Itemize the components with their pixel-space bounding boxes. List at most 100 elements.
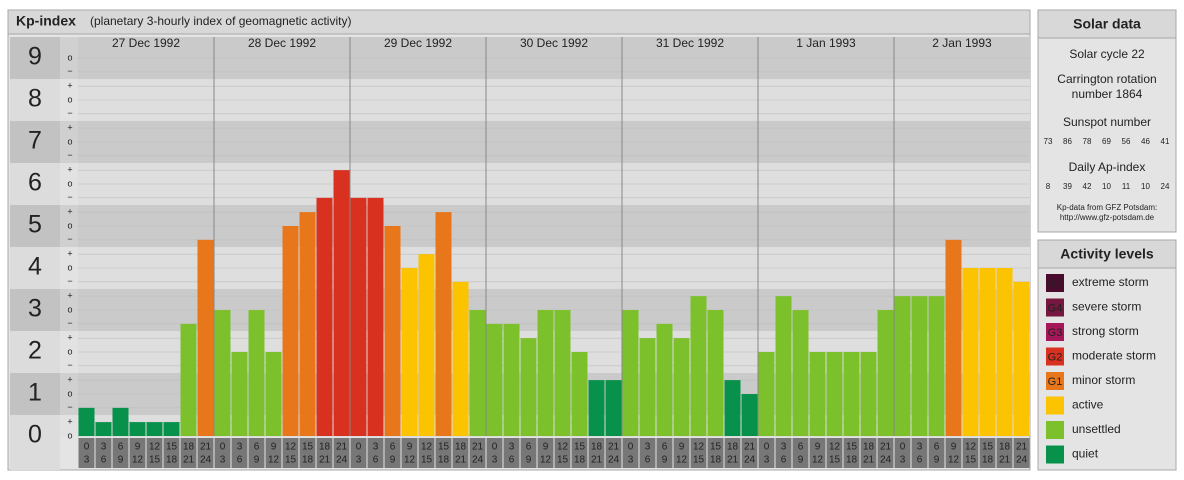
level-label: strong storm [1072,324,1139,338]
hour-box [95,438,112,468]
bar [95,422,112,436]
hour-label: 3 [764,455,770,466]
hour-box [707,438,724,468]
hour-box [894,438,911,468]
bar [877,310,894,436]
chart-title: Kp-index [16,13,76,29]
level-label: severe storm [1072,300,1141,314]
level-label: active [1072,398,1104,412]
bar [214,310,231,436]
minor-tick-label: o [67,220,72,230]
hour-label: 3 [373,442,379,453]
ap-value: 42 [1083,182,1092,191]
hour-box [231,438,248,468]
minor-tick-label: + [67,249,72,259]
carrington: Carrington rotation [1057,72,1156,86]
hour-label: 18 [846,455,858,466]
hour-label: 18 [982,455,994,466]
hour-label: 0 [84,442,90,453]
level-label: unsettled [1072,422,1121,436]
day-label: 29 Dec 1992 [384,36,452,50]
hour-box [928,438,945,468]
hour-box [996,438,1013,468]
bar [690,296,707,436]
hour-box [401,438,418,468]
bar [571,352,588,436]
hour-label: 9 [271,442,277,453]
bar [962,268,979,436]
hour-label: 9 [254,455,260,466]
level-swatch [1046,421,1064,439]
hour-label: 15 [693,455,705,466]
hour-box [673,438,690,468]
hour-box [690,438,707,468]
level-swatch [1046,372,1064,390]
hour-label: 21 [183,455,195,466]
bar [894,296,911,436]
hour-label: 21 [591,455,603,466]
bar [333,170,350,436]
hour-box [775,438,792,468]
chart-subtitle: (planetary 3-hourly index of geomagnetic… [90,14,351,28]
hour-label: 15 [166,442,178,453]
hour-box [486,438,503,468]
hour-box [78,438,95,468]
hour-label: 12 [149,442,161,453]
minor-band [60,205,78,247]
hour-label: 3 [917,442,923,453]
minor-band [60,415,78,436]
hour-box [741,438,758,468]
hour-label: 0 [764,442,770,453]
hour-label: 24 [880,455,892,466]
hour-label: 6 [101,455,107,466]
hour-label: 0 [220,442,226,453]
minor-tick-label: + [67,291,72,301]
bar [197,239,214,436]
hour-box [163,438,180,468]
hour-label: 18 [319,442,331,453]
hour-label: 9 [934,455,940,466]
bar [265,352,282,436]
day-label: 28 Dec 1992 [248,36,316,50]
hour-box [129,438,146,468]
sunspot-title: Sunspot number [1063,115,1151,129]
hour-label: 6 [118,442,124,453]
hour-label: 6 [917,455,923,466]
hour-box [605,438,622,468]
hour-box [418,438,435,468]
hour-label: 3 [84,455,90,466]
hour-label: 24 [744,455,756,466]
y-tick-label: 5 [28,211,42,239]
level-swatch [1046,323,1064,341]
hour-box [503,438,520,468]
hour-box [452,438,469,468]
hour-label: 3 [220,455,226,466]
day-label: 30 Dec 1992 [520,36,588,50]
bar [639,338,656,436]
minor-band [60,163,78,205]
bar [520,338,537,436]
hour-label: 6 [781,455,787,466]
minor-band [60,289,78,331]
grid-band [78,415,1030,436]
hour-label: 12 [812,455,824,466]
minor-tick-label: o [67,178,72,188]
bar [537,310,554,436]
hour-label: 18 [183,442,195,453]
level-badge: G1 [1048,376,1063,388]
sunspot-value: 73 [1044,137,1053,146]
hour-label: 18 [166,455,178,466]
minor-tick-label: − [67,108,72,118]
bar [622,310,639,436]
bar [928,296,945,436]
bar [435,212,452,436]
source: http://www.gfz-potsdam.de [1060,213,1155,222]
hour-label: 6 [390,442,396,453]
minor-tick-label: o [67,304,72,314]
hour-box [554,438,571,468]
label-band [10,37,60,79]
bar [996,268,1013,436]
hour-label: 0 [356,442,362,453]
hour-box [1013,438,1030,468]
